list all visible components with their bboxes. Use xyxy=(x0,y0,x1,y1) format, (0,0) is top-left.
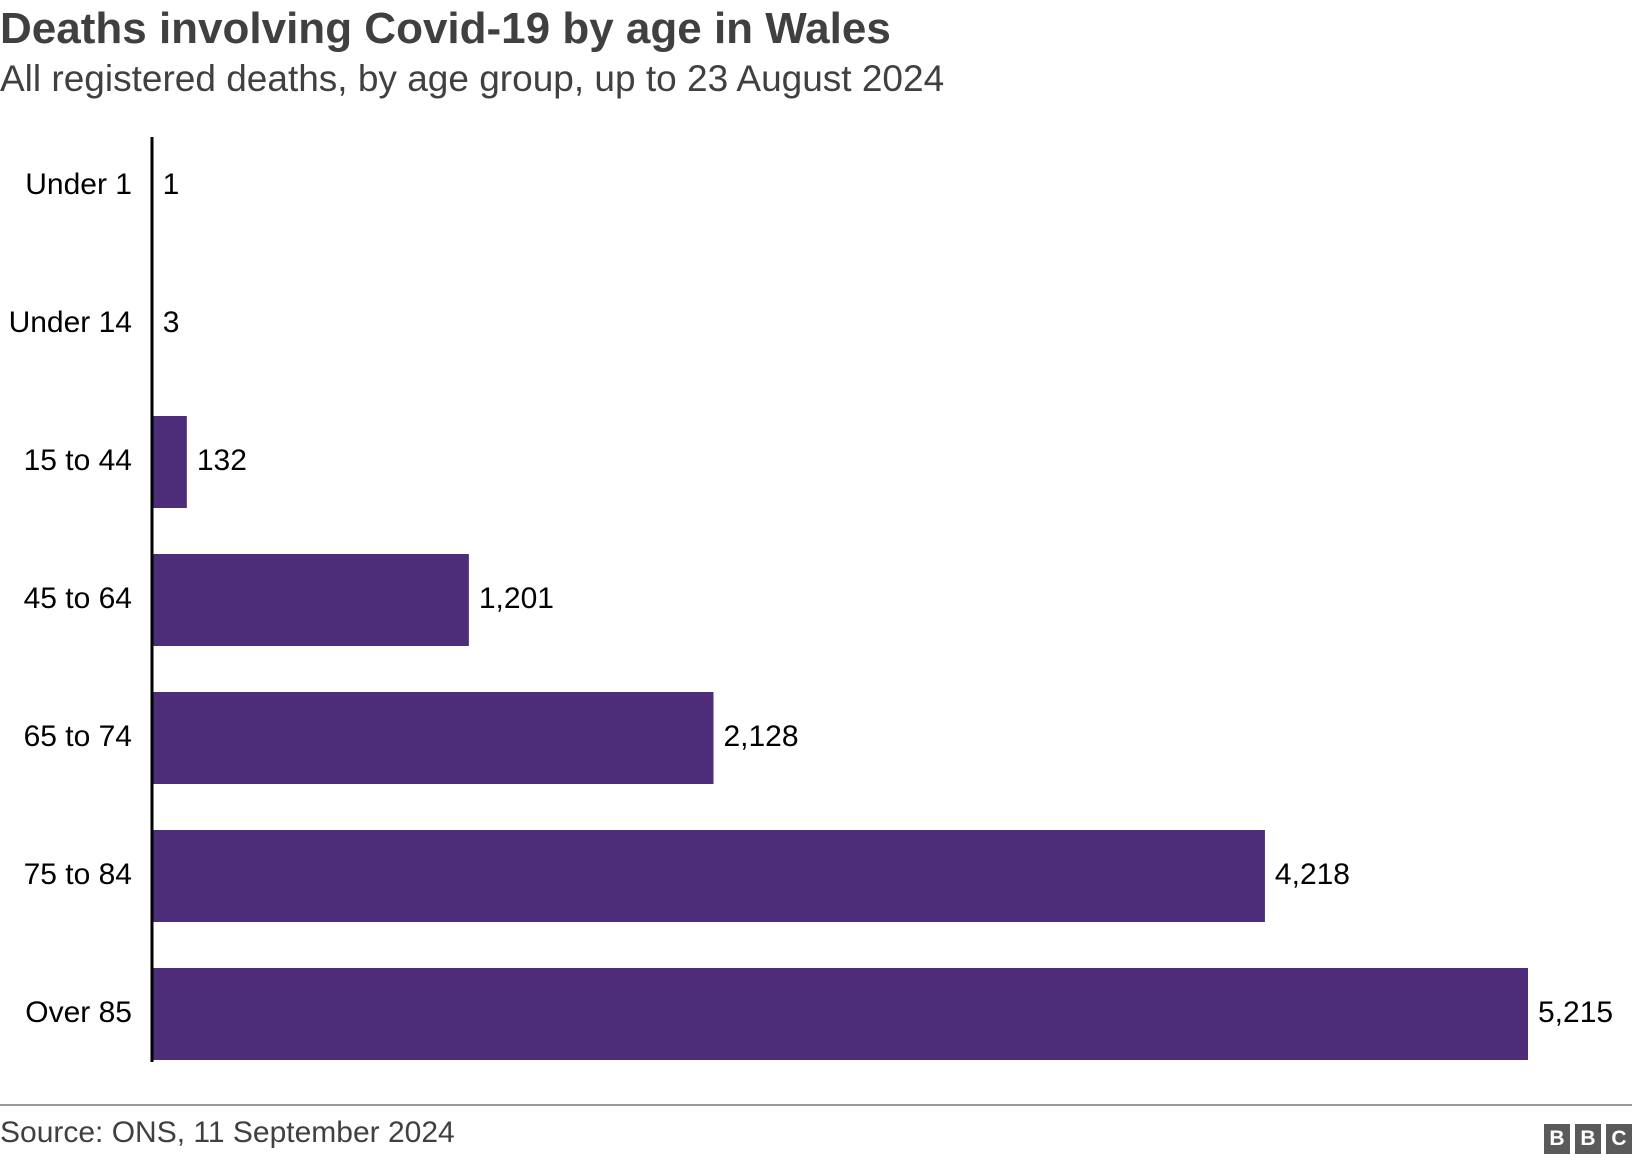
bar xyxy=(152,554,469,646)
bar xyxy=(152,968,1528,1060)
category-label: 45 to 64 xyxy=(24,582,132,615)
chart-title: Deaths involving Covid-19 by age in Wale… xyxy=(0,4,891,53)
category-label: 15 to 44 xyxy=(24,444,132,477)
bbc-logo: B B C xyxy=(1544,1124,1632,1154)
value-label: 5,215 xyxy=(1538,996,1613,1029)
category-label: 75 to 84 xyxy=(24,858,132,891)
chart-subtitle: All registered deaths, by age group, up … xyxy=(0,58,945,99)
logo-letter-b1: B xyxy=(1544,1124,1570,1154)
value-label: 1,201 xyxy=(479,582,554,615)
bar xyxy=(152,416,187,508)
source-note: Source: ONS, 11 September 2024 xyxy=(0,1116,455,1149)
logo-letter-c: C xyxy=(1606,1124,1632,1154)
logo-letter-b2: B xyxy=(1575,1124,1601,1154)
bar xyxy=(152,692,714,784)
footer-divider xyxy=(0,1104,1632,1106)
category-label: Under 14 xyxy=(9,306,132,339)
category-label: Over 85 xyxy=(25,996,132,1029)
value-label: 2,128 xyxy=(723,720,798,753)
value-label: 3 xyxy=(163,306,180,339)
bars-layer: Under 1 1 Under 14 3 15 to 44 132 45 to 64 1,20… xyxy=(9,140,1613,1060)
value-label: 4,218 xyxy=(1275,858,1350,891)
value-label: 132 xyxy=(197,444,247,477)
bar xyxy=(152,830,1265,922)
category-label: 65 to 74 xyxy=(24,720,132,753)
value-label: 1 xyxy=(163,168,180,201)
category-label: Under 1 xyxy=(25,168,132,201)
